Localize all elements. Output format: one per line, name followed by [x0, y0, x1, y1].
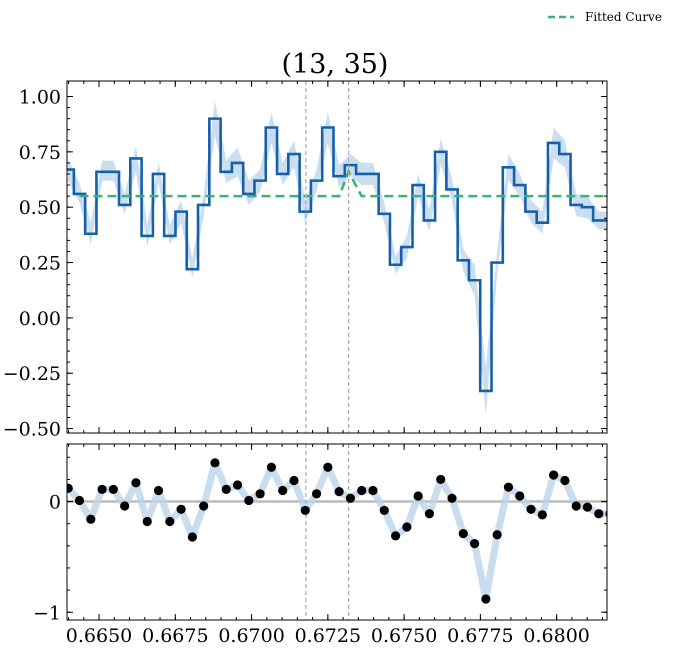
residual-point	[549, 470, 559, 480]
x-tick-label: 0.6800	[523, 625, 589, 647]
residual-point	[481, 594, 491, 604]
residual-point	[210, 458, 220, 468]
residual-point	[582, 502, 593, 512]
legend-label: Fitted Curve	[585, 10, 662, 24]
y-tick-label: 1.00	[19, 86, 61, 108]
residual-point	[232, 480, 243, 490]
x-tick-label: 0.6675	[142, 625, 208, 647]
y-tick-label: 0.00	[19, 308, 61, 330]
residual-point	[447, 493, 457, 503]
residual-point	[86, 514, 96, 524]
fitted-curve-line	[79, 168, 607, 198]
residual-point	[278, 485, 288, 496]
residual-point	[311, 489, 322, 499]
residual-trend-band	[67, 459, 607, 603]
residual-y-ticks: −1 0	[33, 456, 607, 624]
residual-point	[187, 532, 197, 542]
residual-point	[594, 509, 604, 519]
x-tick-label: 0.6725	[295, 625, 361, 647]
residual-point	[560, 475, 570, 486]
main-panel: −0.50 −0.25 0.00 0.25 0.50 0.75 1.00	[3, 80, 608, 441]
residual-point	[458, 529, 468, 539]
residual-point	[379, 505, 389, 516]
residual-point	[255, 489, 265, 499]
main-lines	[67, 117, 607, 393]
residual-point	[323, 462, 333, 472]
residual-point	[345, 493, 356, 503]
x-tick-label: 0.6775	[447, 625, 513, 647]
error-band	[68, 100, 607, 416]
residual-point	[515, 491, 525, 501]
residual-vlines	[305, 444, 350, 620]
residual-point	[503, 482, 514, 492]
residual-point	[469, 539, 480, 549]
residual-point	[289, 475, 299, 486]
main-y-ticks: −0.50 −0.25 0.00 0.25 0.50 0.75 1.00	[3, 86, 607, 441]
x-tick-label: 0.6650	[66, 625, 132, 647]
residual-point	[424, 509, 435, 519]
residual-point	[537, 510, 547, 520]
residual-point	[153, 485, 164, 496]
residual-point	[165, 516, 175, 527]
residual-point	[244, 495, 254, 506]
y-tick-label: 0.50	[19, 197, 61, 219]
main-error-band	[68, 100, 607, 416]
y-tick-label: 0.75	[19, 142, 61, 164]
residual-y-tick-label: −1	[33, 602, 61, 624]
residual-point	[334, 486, 344, 497]
residual-point	[142, 516, 152, 527]
residual-point	[266, 462, 277, 472]
residual-point	[357, 485, 367, 496]
residual-point	[368, 485, 378, 496]
main-frame	[66, 80, 608, 434]
residual-frame	[66, 443, 608, 621]
residual-band	[67, 459, 607, 603]
residual-point	[492, 530, 502, 540]
residual-y-tick-label: 0	[49, 492, 61, 514]
residual-panel: −1 0 0.6650 0.6675 0.6700 0.6725 0.6750 0.6775…	[33, 443, 608, 647]
residual-point	[74, 495, 85, 506]
y-tick-label: −0.25	[3, 363, 61, 385]
chart-title: (13, 35)	[282, 49, 389, 80]
residual-point	[436, 474, 446, 485]
residual-point	[526, 504, 536, 514]
residual-point	[176, 504, 186, 514]
data-step-line	[67, 117, 607, 393]
y-tick-label: 0.25	[19, 253, 61, 275]
residual-point	[413, 491, 423, 501]
residual-point	[131, 478, 141, 488]
residual-point	[97, 484, 107, 494]
legend: Fitted Curve	[548, 10, 662, 24]
residual-point	[108, 484, 118, 494]
x-tick-label: 0.6700	[218, 625, 284, 647]
residual-point	[199, 501, 209, 511]
residual-point	[390, 531, 401, 541]
residual-points	[67, 458, 607, 604]
y-tick-label: −0.50	[3, 419, 61, 441]
residual-point	[67, 483, 73, 493]
x-tick-label: 0.6750	[371, 625, 437, 647]
main-x-ticks	[68, 81, 603, 433]
main-vlines	[305, 81, 350, 433]
residual-point	[221, 484, 231, 494]
residual-point	[402, 522, 412, 532]
residual-point	[120, 501, 130, 511]
residual-point	[300, 505, 310, 516]
residual-point	[571, 501, 581, 511]
